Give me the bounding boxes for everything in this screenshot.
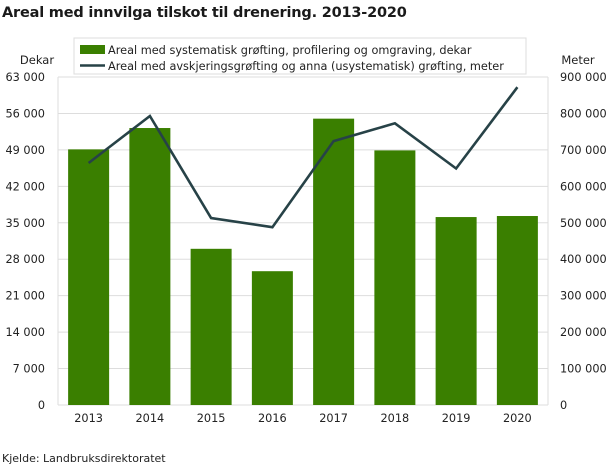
legend-bar-swatch-icon [80,45,105,54]
bar-series [68,118,538,406]
left-tick-label: 14 000 [5,326,45,339]
left-tick-label: 28 000 [5,253,45,266]
chart-title: Areal med innvilga tilskot til drenering… [2,5,407,21]
left-tick-label: 49 000 [5,144,45,157]
left-tick-label: 56 000 [5,107,45,120]
bar-2015 [190,248,232,405]
x-tick-label: 2020 [503,412,532,425]
left-tick-label: 63 000 [5,71,45,84]
right-tick-label: 700 000 [560,144,607,157]
x-axis: 2013 2014 2015 2016 2017 2018 2019 2020 [74,412,532,425]
legend: Areal med systematisk grøfting, profiler… [73,37,527,75]
x-tick-label: 2017 [319,412,348,425]
bar-2020 [496,216,538,405]
bar-2017 [313,118,355,406]
right-tick-label: 300 000 [560,290,607,303]
legend-box [73,37,527,75]
right-tick-label: 600 000 [560,180,607,193]
right-tick-label: 500 000 [560,217,607,230]
right-tick-label: 0 [560,399,567,412]
x-tick-label: 2015 [197,412,226,425]
x-tick-label: 2013 [74,412,103,425]
left-axis-label: Dekar [20,53,54,67]
left-tick-label: 35 000 [5,217,45,230]
bar-2016 [251,271,293,405]
right-tick-label: 100 000 [560,363,607,376]
source-note: Kjelde: Landbruksdirektoratet [2,452,166,465]
right-tick-label: 800 000 [560,107,607,120]
bar-2013 [68,149,110,405]
left-tick-label: 42 000 [5,180,45,193]
right-axis: 0 100 000 200 000 300 000 400 000 500 000 600 … [560,71,607,412]
right-tick-label: 400 000 [560,253,607,266]
bar-2018 [374,150,416,405]
line-series [87,86,519,229]
legend-label-line: Areal med avskjeringsgrøfting og anna (u… [108,60,504,73]
bar-2019 [435,217,477,405]
x-tick-label: 2019 [442,412,471,425]
legend-label-bar: Areal med systematisk grøfting, profiler… [108,44,472,57]
left-axis: 0 7 000 14 000 21 000 28 000 35 000 42 000 49 0… [5,71,45,412]
right-axis-label: Meter [561,53,595,67]
left-tick-label: 0 [38,399,45,412]
right-tick-label: 200 000 [560,326,607,339]
right-tick-label: 900 000 [560,71,607,84]
x-tick-label: 2014 [136,412,165,425]
left-tick-label: 7 000 [13,363,45,376]
left-tick-label: 21 000 [5,290,45,303]
x-tick-label: 2018 [381,412,410,425]
bar-2014 [129,128,171,405]
x-tick-label: 2016 [258,412,287,425]
